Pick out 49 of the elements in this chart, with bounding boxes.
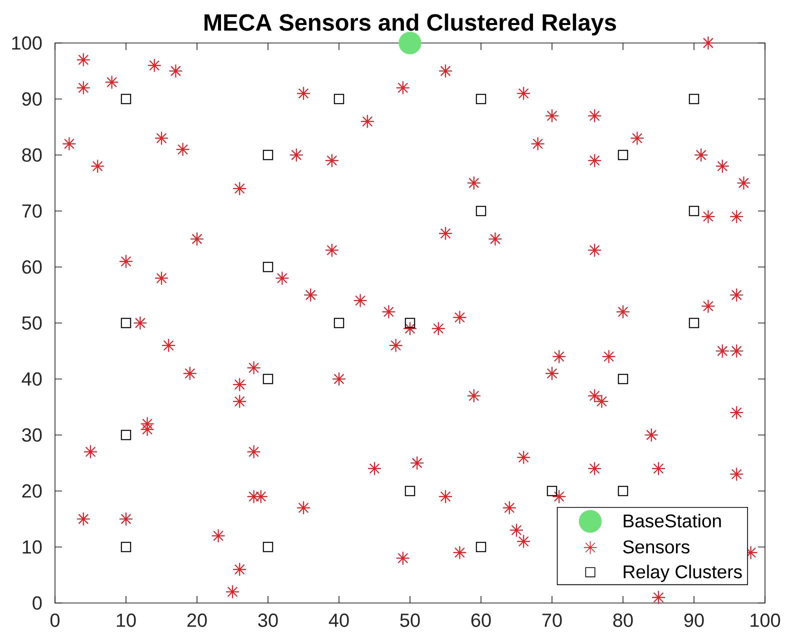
x-tick-label: 0: [50, 614, 60, 627]
x-tick-label: 100: [750, 614, 780, 627]
x-tick-label: 20: [187, 614, 207, 627]
point: [688, 318, 700, 328]
legend-label: BaseStation: [624, 514, 721, 528]
point: [120, 94, 132, 104]
point: [262, 374, 274, 384]
point: [618, 486, 628, 496]
y-tick-label: 70: [22, 204, 42, 218]
point: [476, 206, 486, 216]
y-tick-label: 80: [22, 148, 42, 162]
x-tick-label: 50: [400, 614, 420, 627]
x-tick-label: 40: [328, 614, 349, 627]
x-tick-label: 80: [613, 614, 633, 627]
point: [688, 94, 700, 104]
chart-title: MECA Sensors and Clustered Relays: [204, 14, 616, 36]
point: [404, 318, 416, 328]
point: [120, 542, 132, 552]
legend-label: Sensors: [623, 540, 690, 554]
point: [262, 262, 274, 272]
point: [618, 150, 628, 160]
point: [262, 150, 274, 160]
y-tick-label: 0: [32, 596, 42, 610]
point: [120, 430, 132, 440]
y-tick-label: 100: [12, 36, 42, 50]
legend-label: Relay Clusters: [624, 564, 742, 582]
point: [398, 32, 422, 54]
x-tick-label: 30: [258, 614, 278, 627]
y-tick-label: 30: [22, 428, 42, 442]
point: [262, 542, 274, 552]
point: [404, 486, 416, 496]
point: [546, 486, 558, 496]
y-tick-label: 40: [22, 372, 42, 386]
point: [334, 318, 344, 328]
x-tick-label: 10: [116, 614, 136, 627]
point: [334, 94, 344, 104]
y-tick-label: 50: [22, 316, 42, 330]
point: [618, 374, 628, 384]
x-tick-label: 60: [471, 614, 491, 627]
y-tick-label: 20: [22, 484, 42, 498]
point: [120, 318, 132, 328]
x-tick-label: 90: [684, 614, 704, 627]
y-tick-label: 60: [22, 260, 42, 274]
point: [476, 94, 486, 104]
point: [688, 206, 700, 216]
y-tick-label: 90: [22, 92, 42, 106]
x-tick-label: 70: [542, 614, 562, 627]
y-tick-label: 10: [22, 540, 42, 554]
point: [476, 542, 486, 552]
